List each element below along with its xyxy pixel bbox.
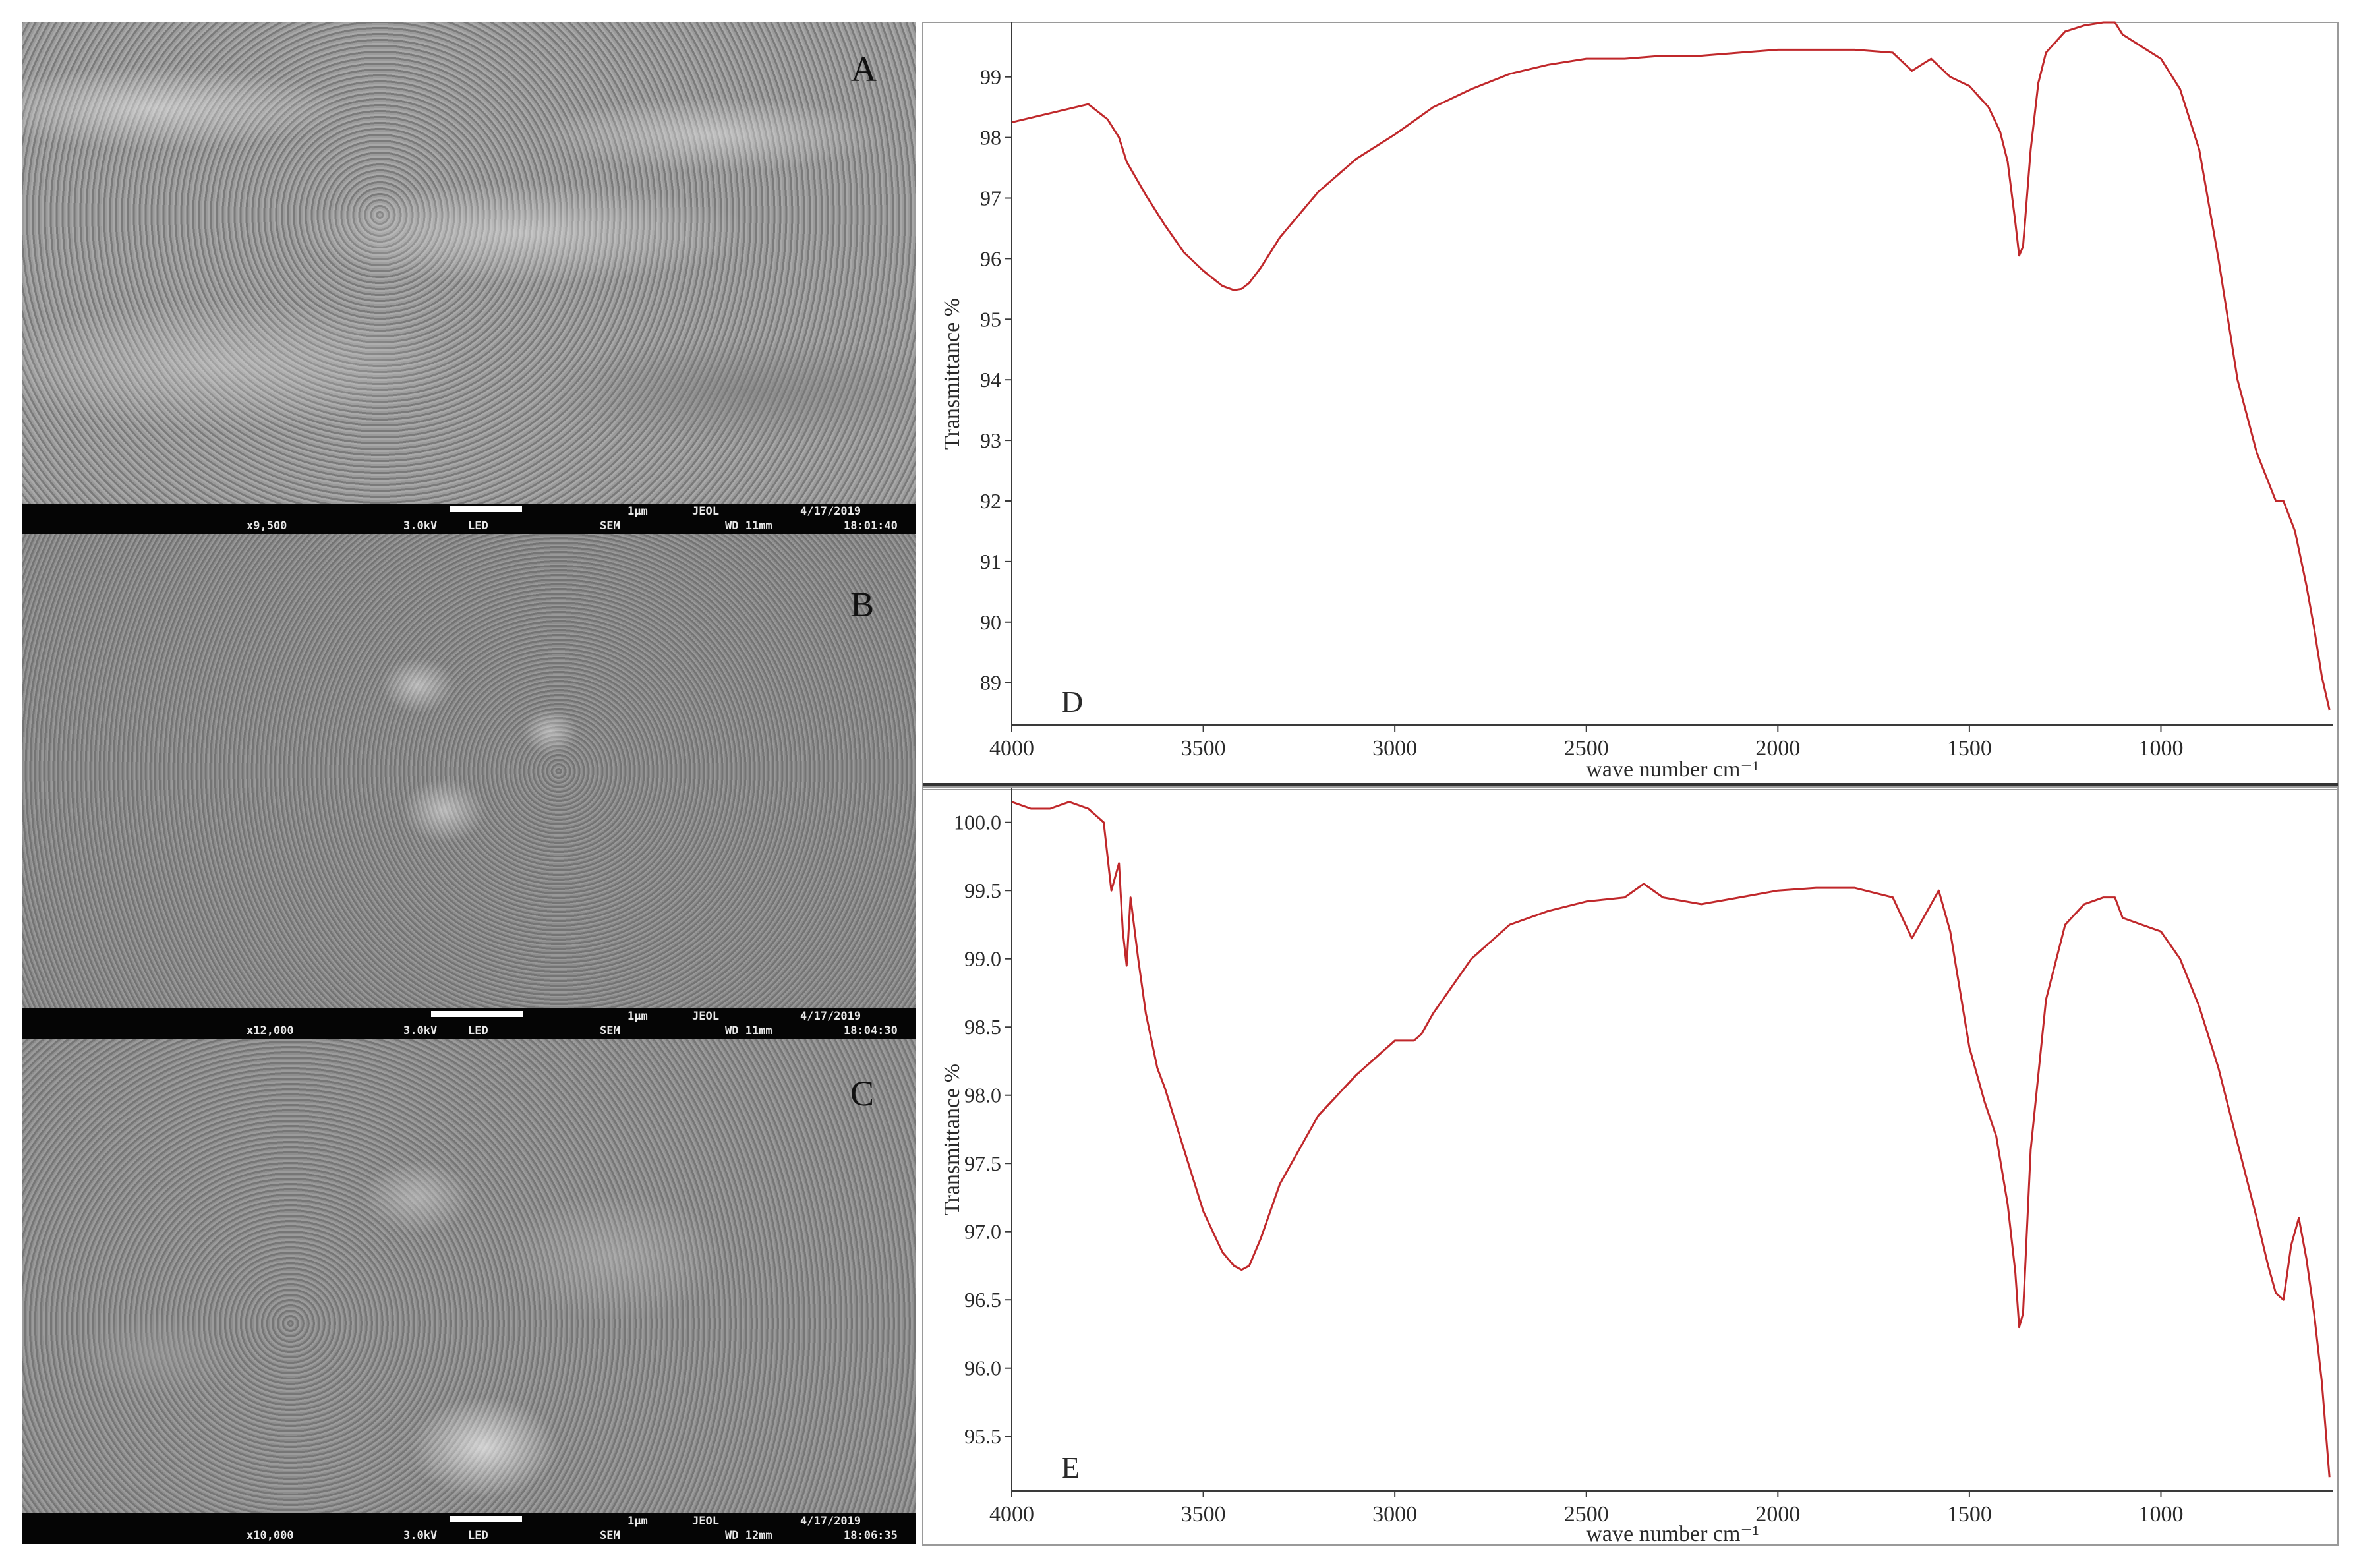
scale-bar-b <box>431 1011 523 1017</box>
x-tick-label-e-4: 2000 <box>1755 1502 1800 1526</box>
magnification-b: x12,000 <box>247 1024 294 1037</box>
date-c: 4/17/2019 <box>800 1515 861 1528</box>
scale-value-c: 1μm <box>627 1515 648 1528</box>
y-tick-label-e-5: 98.0 <box>964 1084 1001 1107</box>
panel-label-c: C <box>850 1074 874 1113</box>
y-tick-label-d-7: 96 <box>980 247 1001 270</box>
voltage-a: 3.0kV <box>403 519 438 533</box>
voltage-c: 3.0kV <box>403 1529 438 1542</box>
maker-b: JEOL <box>692 1010 719 1023</box>
sem-info-bar-b: 1μm JEOL 4/17/2019 x12,000 3.0kV LED SEM… <box>22 1008 916 1039</box>
y-tick-label-e-3: 97.0 <box>964 1220 1001 1244</box>
detector-c: LED <box>468 1529 488 1542</box>
y-axis-label-d: Transmittance % <box>940 298 964 450</box>
scale-bar-c <box>450 1516 522 1522</box>
sem-image-a <box>22 22 916 504</box>
y-tick-label-e-0: 95.5 <box>964 1424 1001 1448</box>
mode-c: SEM <box>600 1529 620 1542</box>
x-tick-label-e-3: 2500 <box>1564 1502 1609 1526</box>
y-tick-label-d-1: 90 <box>980 610 1001 634</box>
magnification-a: x9,500 <box>247 519 287 533</box>
date-a: 4/17/2019 <box>800 505 861 518</box>
y-tick-label-d-2: 91 <box>980 550 1001 573</box>
sem-image-b <box>22 534 916 1008</box>
detector-b: LED <box>468 1024 488 1037</box>
y-tick-label-d-6: 95 <box>980 307 1001 331</box>
panel-label-b: B <box>850 585 874 624</box>
voltage-b: 3.0kV <box>403 1024 438 1037</box>
x-tick-label-d-2: 3000 <box>1372 736 1417 761</box>
x-axis-label-d: wave number cm⁻¹ <box>1586 757 1759 782</box>
y-tick-label-d-4: 93 <box>980 428 1001 452</box>
y-tick-label-e-4: 97.5 <box>964 1151 1001 1175</box>
panel-label-e: E <box>1061 1451 1080 1484</box>
scale-value-a: 1μm <box>627 505 648 518</box>
panel-label-d: D <box>1061 685 1083 718</box>
x-tick-label-e-6: 1000 <box>2138 1502 2183 1526</box>
spectrum-frame-e <box>922 786 2339 1546</box>
sem-panel-a: A 1μm JEOL 4/17/2019 x9,500 3.0kV LED SE… <box>22 22 916 534</box>
maker-a: JEOL <box>692 505 719 518</box>
x-tick-label-d-6: 1000 <box>2138 736 2183 761</box>
wd-c: WD 12mm <box>725 1529 772 1542</box>
time-a: 18:01:40 <box>844 519 898 533</box>
magnification-c: x10,000 <box>247 1529 294 1542</box>
scale-bar-a <box>450 506 522 512</box>
y-tick-label-e-9: 100.0 <box>954 811 1001 834</box>
date-b: 4/17/2019 <box>800 1010 861 1023</box>
y-tick-label-d-0: 89 <box>980 671 1001 695</box>
sem-panel-c: C 1μm JEOL 4/17/2019 x10,000 3.0kV LED S… <box>22 1039 916 1544</box>
sem-image-c <box>22 1039 916 1513</box>
y-tick-label-d-5: 94 <box>980 368 1001 392</box>
x-tick-label-d-5: 1500 <box>1947 736 1992 761</box>
y-tick-label-d-10: 99 <box>980 65 1001 89</box>
time-c: 18:06:35 <box>844 1529 898 1542</box>
scale-value-b: 1μm <box>627 1010 648 1023</box>
wd-a: WD 11mm <box>725 519 772 533</box>
sem-info-bar-c: 1μm JEOL 4/17/2019 x10,000 3.0kV LED SEM… <box>22 1513 916 1544</box>
mode-a: SEM <box>600 519 620 533</box>
y-tick-label-d-9: 98 <box>980 126 1001 150</box>
x-axis-label-e: wave number cm⁻¹ <box>1586 1522 1759 1546</box>
wd-b: WD 11mm <box>725 1024 772 1037</box>
panel-label-a: A <box>851 49 877 89</box>
x-tick-label-d-4: 2000 <box>1755 736 1800 761</box>
sem-panel-b: B 1μm JEOL 4/17/2019 x12,000 3.0kV LED S… <box>22 534 916 1039</box>
spectrum-line-d-0 <box>1011 21 2331 711</box>
x-tick-label-e-0: 4000 <box>989 1502 1034 1526</box>
y-axis-label-e: Transmittance % <box>940 1064 964 1215</box>
y-tick-label-e-1: 96.0 <box>964 1356 1001 1380</box>
x-tick-label-e-5: 1500 <box>1947 1502 1992 1526</box>
sem-info-bar-a: 1μm JEOL 4/17/2019 x9,500 3.0kV LED SEM … <box>22 504 916 534</box>
y-tick-label-d-3: 92 <box>980 489 1001 513</box>
x-tick-label-d-1: 3500 <box>1181 736 1226 761</box>
maker-c: JEOL <box>692 1515 719 1528</box>
mode-b: SEM <box>600 1024 620 1037</box>
x-tick-label-e-2: 3000 <box>1372 1502 1417 1526</box>
y-tick-label-e-7: 99.0 <box>964 947 1001 971</box>
x-tick-label-e-1: 3500 <box>1181 1502 1226 1526</box>
y-tick-label-e-2: 96.5 <box>964 1288 1001 1312</box>
spectrum-line-e-0 <box>1011 801 2331 1478</box>
y-tick-label-e-8: 99.5 <box>964 879 1001 902</box>
time-b: 18:04:30 <box>844 1024 898 1037</box>
detector-a: LED <box>468 519 488 533</box>
y-tick-label-e-6: 98.5 <box>964 1015 1001 1039</box>
y-tick-label-d-8: 97 <box>980 187 1001 210</box>
spectrum-frame-d <box>922 22 2339 790</box>
x-tick-label-d-3: 2500 <box>1564 736 1609 761</box>
x-tick-label-d-0: 4000 <box>989 736 1034 761</box>
